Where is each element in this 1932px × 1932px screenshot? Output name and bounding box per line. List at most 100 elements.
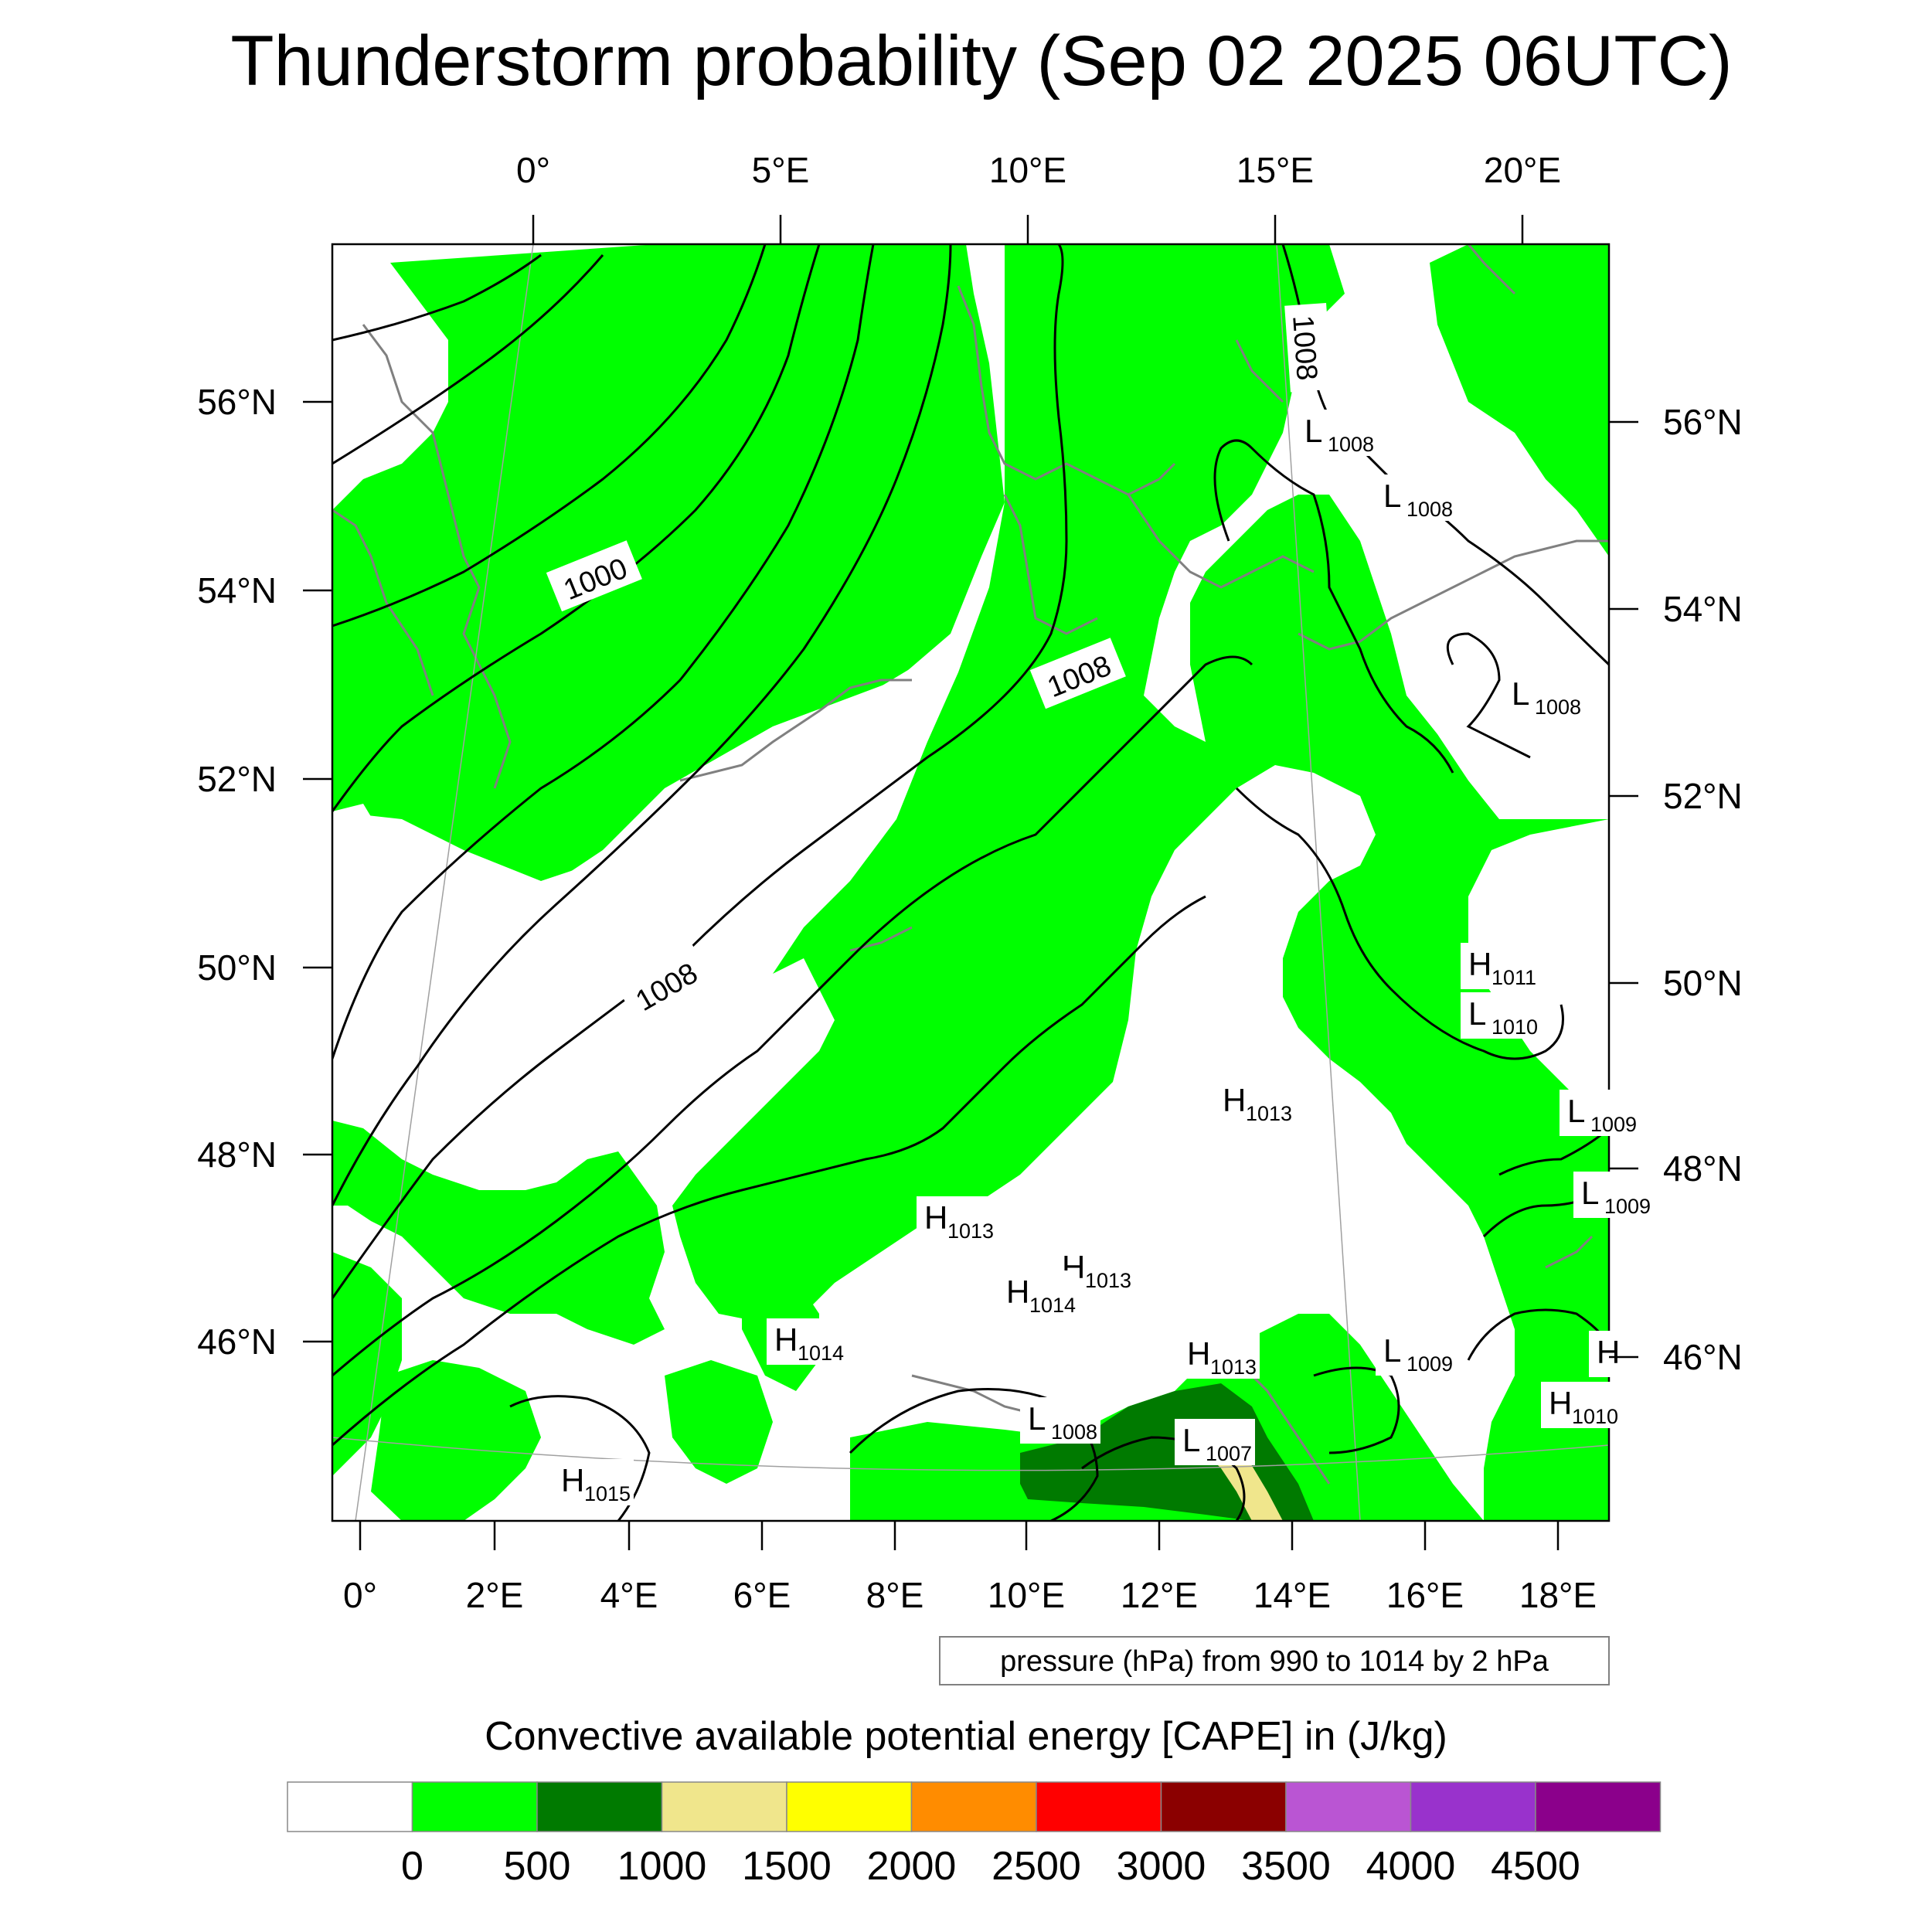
pressure-center-label: H 1011: [1461, 943, 1541, 989]
pressure-center-label: H 1014: [767, 1318, 847, 1365]
colorbar-swatch: [287, 1781, 413, 1832]
top-lon-label: 5°E: [752, 150, 810, 190]
pressure-center-value: 1010: [1492, 1015, 1538, 1039]
colorbar-swatch: [661, 1781, 787, 1832]
top-lon-label: 0°: [516, 150, 550, 190]
pressure-center-value: 1008: [1406, 498, 1453, 521]
right-lat-label: 50°N: [1663, 963, 1743, 1003]
pressure-center-value: 1008: [1328, 433, 1374, 456]
right-lat-label: 54°N: [1663, 589, 1743, 629]
colorbar-swatch: [1036, 1781, 1162, 1832]
right-lat-label: 52°N: [1663, 776, 1743, 816]
pressure-center-label: L 1008: [1504, 672, 1584, 719]
colorbar-swatch: [786, 1781, 913, 1832]
colorbar-swatch: [1535, 1781, 1662, 1832]
pressure-center-label: L 1010: [1461, 992, 1541, 1039]
pressure-center-type: H: [774, 1321, 798, 1358]
top-lon-label: 15°E: [1236, 150, 1314, 190]
pressure-center-value: 1009: [1406, 1352, 1453, 1376]
colorbar-label: 2000: [867, 1844, 957, 1889]
pressure-center-label: L 1007: [1175, 1419, 1255, 1465]
colorbar-label: 2500: [992, 1844, 1081, 1889]
colorbar-labels: 0 500 1000 1500 2000 2500 3000 3500 4000 4500: [401, 1844, 1580, 1889]
pressure-center-value: 1014: [1029, 1294, 1076, 1317]
pressure-center-value: 1008: [1535, 696, 1581, 719]
colorbar-swatch: [411, 1781, 538, 1832]
right-lat-labels: 56°N 54°N 52°N 50°N 48°N 46°N: [1663, 402, 1743, 1377]
top-lon-labels: 0° 5°E 10°E 15°E 20°E: [516, 150, 1561, 190]
pressure-center-type: H: [1223, 1082, 1246, 1118]
bottom-lon-label: 18°E: [1519, 1575, 1597, 1615]
pressure-center-label: L 1009: [1573, 1172, 1654, 1218]
cape-legend: Convective available potential energy [C…: [287, 1714, 1662, 1889]
colorbar-label: 1000: [617, 1844, 707, 1889]
bottom-lon-label: 2°E: [466, 1575, 524, 1615]
pressure-center-label: H 1013: [1215, 1079, 1295, 1125]
pressure-center-type: H: [1006, 1274, 1029, 1310]
pressure-center-type: H: [1549, 1385, 1572, 1421]
pressure-center-value: 1007: [1206, 1442, 1252, 1465]
left-lat-label: 48°N: [197, 1134, 277, 1175]
pressure-center-type: L: [1581, 1175, 1599, 1211]
pressure-center-type: H: [924, 1199, 947, 1236]
colorbar-swatch: [1285, 1781, 1412, 1832]
pressure-center-value: 1010: [1572, 1405, 1618, 1428]
colorbar-label: 1500: [742, 1844, 832, 1889]
pressure-center-label: H 1013: [917, 1196, 997, 1243]
legend-title: Convective available potential energy [C…: [485, 1714, 1447, 1759]
coastlines: [332, 244, 1609, 1485]
pressure-center-type: H: [1597, 1334, 1620, 1370]
pressure-center-type: L: [1304, 413, 1322, 449]
pressure-center-value: 1008: [1051, 1420, 1097, 1444]
colorbar-label: 3000: [1117, 1844, 1206, 1889]
pressure-center-type: L: [1182, 1422, 1200, 1458]
bottom-lon-label: 4°E: [600, 1575, 658, 1615]
right-lat-label: 48°N: [1663, 1148, 1743, 1189]
colorbar-label: 4000: [1366, 1844, 1456, 1889]
pressure-center-label: H 1015: [553, 1459, 634, 1505]
contour-info-text: pressure (hPa) from 990 to 1014 by 2 hPa: [1000, 1645, 1549, 1678]
colorbar-label: 0: [401, 1844, 423, 1889]
bottom-lon-label: 12°E: [1121, 1575, 1198, 1615]
pressure-center-label: H: [1589, 1331, 1620, 1377]
pressure-center-type: L: [1028, 1400, 1046, 1437]
left-lat-labels: 56°N 54°N 52°N 50°N 48°N 46°N: [197, 382, 277, 1362]
colorbar-label: 3500: [1241, 1844, 1331, 1889]
left-lat-label: 56°N: [197, 382, 277, 422]
colorbar-swatch: [1160, 1781, 1287, 1832]
pressure-center-label: L 1008: [1020, 1397, 1100, 1444]
pressure-center-label: L 1009: [1560, 1090, 1640, 1136]
map-title: Thunderstorm probability (Sep 02 2025 06…: [230, 22, 1732, 100]
pressure-center-type: L: [1383, 1332, 1401, 1369]
bottom-lon-labels: 0° 2°E 4°E 6°E 8°E 10°E 12°E 14°E 16°E 1…: [343, 1575, 1597, 1615]
axis-ticks: [303, 215, 1638, 1550]
contour-info-box: pressure (hPa) from 990 to 1014 by 2 hPa: [939, 1636, 1610, 1685]
pressure-center-type: L: [1567, 1093, 1585, 1129]
bottom-lon-label: 14°E: [1253, 1575, 1331, 1615]
pressure-center-label: L 1008: [1376, 474, 1456, 521]
colorbar-swatch: [910, 1781, 1037, 1832]
top-lon-label: 10°E: [989, 150, 1066, 190]
pressure-center-type: L: [1468, 995, 1486, 1032]
pressure-center-label: H 1014: [998, 1270, 1079, 1317]
pressure-center-label: L 1009: [1376, 1329, 1456, 1376]
graticule: [332, 244, 1609, 1521]
pressure-center-value: 1009: [1590, 1113, 1637, 1136]
left-lat-label: 46°N: [197, 1321, 277, 1362]
pressure-center-type: H: [1468, 946, 1492, 982]
colorbar-label: 500: [504, 1844, 571, 1889]
pressure-center-label: H 1013: [1179, 1332, 1260, 1379]
bottom-lon-label: 6°E: [733, 1575, 791, 1615]
right-lat-label: 46°N: [1663, 1337, 1743, 1377]
colorbar-swatch: [536, 1781, 663, 1832]
pressure-center-value: 1013: [947, 1219, 994, 1243]
left-lat-label: 50°N: [197, 947, 277, 988]
colorbar-label: 4500: [1491, 1844, 1580, 1889]
map-frame: [331, 243, 1611, 1522]
pressure-center-type: H: [1187, 1335, 1210, 1372]
top-lon-label: 20°E: [1484, 150, 1561, 190]
bottom-lon-label: 8°E: [866, 1575, 924, 1615]
